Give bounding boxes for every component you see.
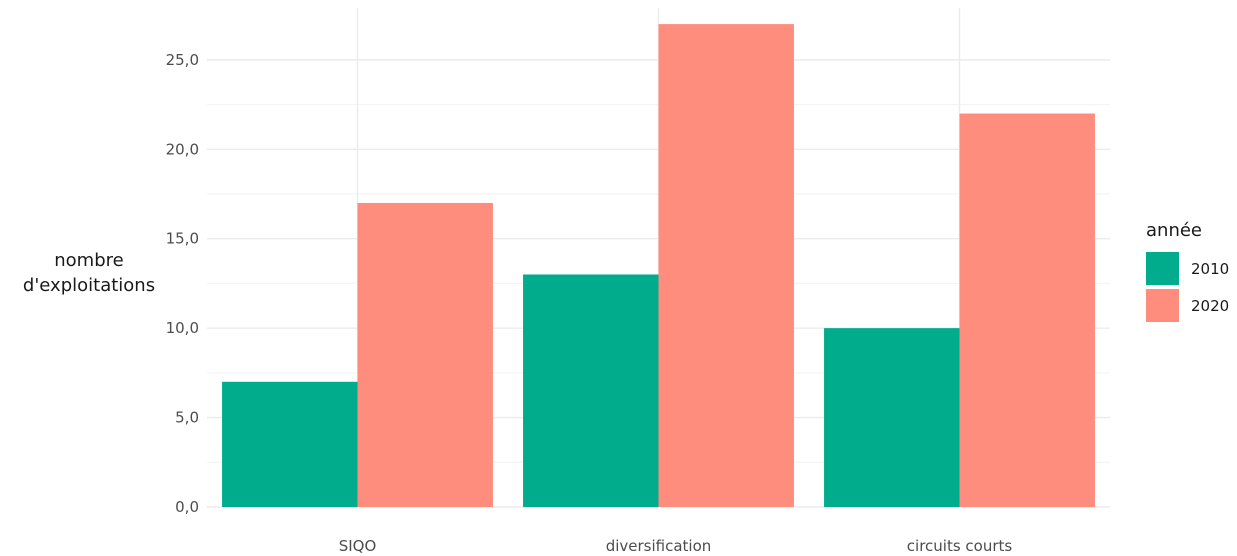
- y-axis-label-line-2: d'exploitations: [23, 275, 155, 296]
- y-tick-label: 20,0: [166, 140, 199, 158]
- bar-2020-diversification: [658, 24, 794, 508]
- y-axis-ticks: 0,0 5,0 10,0 15,0 20,0 25,0: [166, 51, 199, 516]
- x-tick-label: SIQO: [339, 537, 377, 555]
- bar-2020-siqo: [357, 202, 493, 507]
- y-tick-label: 10,0: [166, 319, 199, 337]
- y-tick-label: 25,0: [166, 51, 199, 69]
- legend-title: année: [1146, 220, 1202, 241]
- y-tick-label: 0,0: [175, 498, 199, 516]
- x-axis-ticks: SIQO diversification circuits courts: [339, 537, 1013, 555]
- y-tick-label: 5,0: [175, 409, 199, 427]
- x-tick-label: circuits courts: [907, 537, 1013, 555]
- legend-key-2010: [1146, 252, 1179, 285]
- legend: année 2010 2020: [1146, 220, 1229, 322]
- x-tick-label: diversification: [606, 537, 712, 555]
- y-axis-label-line-1: nombre: [54, 250, 123, 271]
- bar-2010-diversification: [523, 274, 659, 507]
- bar-2020-circuits-courts: [959, 113, 1095, 507]
- y-tick-label: 15,0: [166, 230, 199, 248]
- bars: [222, 24, 1095, 508]
- legend-label-2010: 2010: [1191, 260, 1229, 278]
- bar-2010-siqo: [222, 381, 358, 507]
- bar-2010-circuits-courts: [824, 328, 960, 507]
- legend-label-2020: 2020: [1191, 297, 1229, 315]
- legend-key-2020: [1146, 289, 1179, 322]
